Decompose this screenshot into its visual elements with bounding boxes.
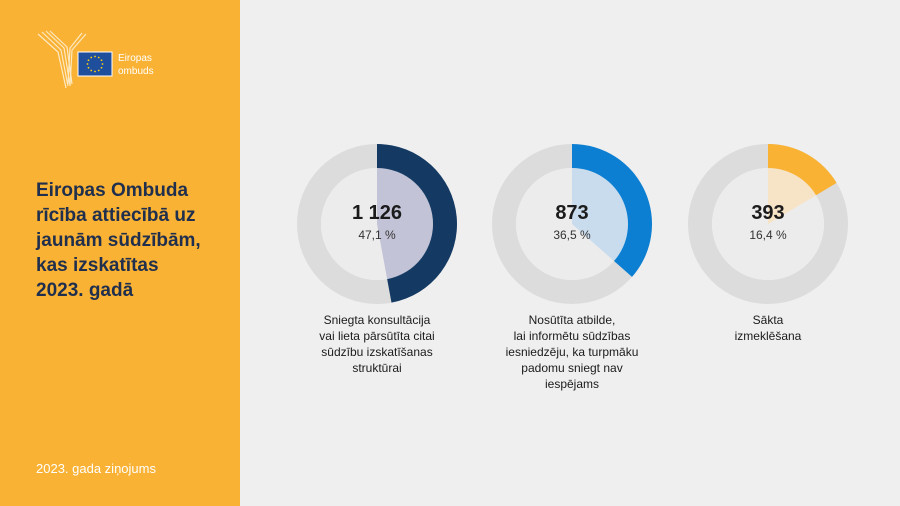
report-footer: 2023. gada ziņojums [36,461,156,476]
chart-area: 1 126 47,1 % Sniegta konsultācija vai li… [240,0,900,506]
donut-2-value: 873 [555,202,589,224]
logo-text: Eiropas ombuds [118,53,154,77]
eu-star-icon [97,69,100,72]
eu-star-icon [100,66,103,69]
logo-mark [37,30,87,89]
donut-3-slice [768,144,837,196]
donut-2-inner-slice [572,168,628,262]
sidebar: Eiropas ombuds Eiropas Ombuda rīcība att… [0,0,240,506]
eu-star-icon [101,63,104,65]
donut-1-inner-slice [377,168,434,280]
donut-1-percent: 47,1 % [358,228,396,242]
eu-star-icon [94,55,96,58]
donut-1-slice [377,144,458,303]
eu-flag-icon [77,51,113,77]
eu-star-icon [97,56,100,59]
donut-2-percent: 36,5 % [553,228,591,242]
donut-charts [297,144,848,304]
donut-1-caption: Sniegta konsultācija vai lieta pārsūtīta… [319,313,435,375]
ombudsman-logo [37,30,113,89]
donut-2-slice [572,144,652,277]
donut-3-percent: 16,4 % [749,228,787,242]
donut-1-value: 1 126 [351,202,403,224]
donut-2-caption: Nosūtīta atbilde, lai informētu sūdzības… [505,313,639,391]
eu-star-icon [86,63,89,65]
eu-star-icon [90,69,93,72]
eu-star-icon [94,70,96,73]
eu-star-icon [90,56,93,59]
eu-star-icon [100,59,103,62]
page-title: Eiropas Ombuda rīcība attiecībā uz jaunā… [36,180,201,301]
donut-3-caption: Sākta izmeklēšana [734,313,802,343]
eu-star-icon [87,66,90,69]
donut-3-inner-slice [768,168,817,224]
eu-star-icon [87,59,90,62]
donut-3-value: 393 [751,202,785,224]
